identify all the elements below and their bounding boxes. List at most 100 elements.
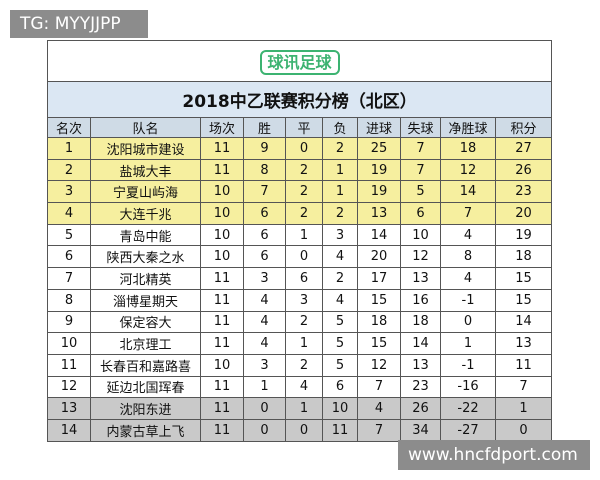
cell: 10 [200, 245, 244, 269]
table-row: 1 沈阳城市建设 11 9 0 2 25 7 18 27 [47, 137, 553, 160]
header-cell: 场次 [200, 117, 244, 138]
cell: 7 [357, 418, 401, 442]
cell: 1 [285, 223, 323, 247]
cell: 1 [440, 332, 496, 355]
cell: 19 [494, 223, 553, 247]
cell: -27 [440, 418, 496, 442]
cell: 2 [285, 353, 323, 377]
header-cell: 失球 [400, 117, 441, 138]
cell: 1 [494, 397, 553, 420]
cell: 13 [357, 202, 401, 225]
cell: 8 [243, 158, 286, 182]
cell: 10 [47, 332, 91, 355]
cell: 7 [440, 202, 496, 225]
table-body: 1 沈阳城市建设 11 9 0 2 25 7 18 27 2 盐城大丰 11 8 2 1 19 7 12 26 3 宁夏山… [47, 137, 553, 442]
cell: 2 [322, 137, 358, 160]
cell: 4 [440, 223, 496, 247]
cell: 10 [200, 180, 244, 204]
table-row: 7 河北精英 11 3 6 2 17 13 4 15 [47, 267, 553, 290]
cell: 青岛中能 [90, 223, 201, 247]
table-row: 3 宁夏山屿海 10 7 2 1 19 5 14 23 [47, 180, 553, 204]
cell: 北京理工 [90, 332, 201, 355]
cell: 4 [322, 288, 358, 312]
cell: 15 [357, 288, 401, 312]
cell: 16 [400, 288, 441, 312]
cell: 6 [243, 223, 286, 247]
table-row: 4 大连千兆 10 6 2 2 13 6 7 20 [47, 202, 553, 225]
cell: 15 [357, 332, 401, 355]
cell: 2 [285, 158, 323, 182]
cell: 17 [357, 267, 401, 290]
watermark: TG: MYYJJPP [10, 10, 148, 38]
cell: 7 [243, 180, 286, 204]
cell: 26 [494, 158, 553, 182]
title: 2018中乙联赛积分榜（北区） [46, 81, 553, 118]
cell: 20 [357, 245, 401, 269]
cell: 11 [200, 310, 244, 334]
cell: 5 [322, 353, 358, 377]
cell: 13 [400, 267, 441, 290]
cell: 5 [400, 180, 441, 204]
cell: 3 [243, 353, 286, 377]
cell: 14 [494, 310, 553, 334]
cell: 4 [243, 288, 286, 312]
cell: 4 [357, 397, 401, 420]
cell: 6 [47, 245, 91, 269]
cell: 9 [47, 310, 91, 334]
cell: 12 [357, 353, 401, 377]
logo-cell: 球讯足球 [46, 40, 553, 82]
cell: 7 [357, 375, 401, 399]
cell: 淄博星期天 [90, 288, 201, 312]
cell: 18 [440, 137, 496, 160]
cell: 8 [47, 288, 91, 312]
cell: 14 [440, 180, 496, 204]
cell: 9 [243, 137, 286, 160]
cell: 27 [494, 137, 553, 160]
cell: 12 [400, 245, 441, 269]
header-cell: 胜 [243, 117, 286, 138]
cell: 2 [285, 202, 323, 225]
cell: 10 [200, 353, 244, 377]
cell: 沈阳城市建设 [90, 137, 201, 160]
cell: -22 [440, 397, 496, 420]
cell: -1 [440, 353, 496, 377]
cell: 6 [243, 202, 286, 225]
table-row: 5 青岛中能 10 6 1 3 14 10 4 19 [47, 223, 553, 247]
cell: 15 [494, 288, 553, 312]
cell: 25 [357, 137, 401, 160]
cell: 14 [47, 418, 91, 442]
cell: 18 [357, 310, 401, 334]
cell: 11 [200, 267, 244, 290]
cell: 1 [47, 137, 91, 160]
cell: 0 [285, 137, 323, 160]
cell: 2 [285, 310, 323, 334]
cell: 11 [200, 418, 244, 442]
table-row: 13 沈阳东进 11 0 1 10 4 26 -22 1 [47, 397, 553, 420]
cell: 10 [200, 202, 244, 225]
cell: 5 [47, 223, 91, 247]
cell: -16 [440, 375, 496, 399]
cell: 1 [322, 158, 358, 182]
cell: 河北精英 [90, 267, 201, 290]
cell: 23 [400, 375, 441, 399]
cell: 26 [400, 397, 441, 420]
cell: 11 [47, 353, 91, 377]
cell: 0 [285, 418, 323, 442]
cell: 0 [494, 418, 553, 442]
cell: 7 [400, 137, 441, 160]
cell: 6 [285, 267, 323, 290]
cell: 2 [285, 180, 323, 204]
cell: 4 [285, 375, 323, 399]
cell: 18 [494, 245, 553, 269]
header-cell: 积分 [494, 117, 553, 138]
cell: 1 [322, 180, 358, 204]
cell: 延边北国珲春 [90, 375, 201, 399]
table-row: 6 陕西大秦之水 10 6 0 4 20 12 8 18 [47, 245, 553, 269]
cell: 13 [47, 397, 91, 420]
cell: 0 [243, 418, 286, 442]
header-cell: 进球 [357, 117, 401, 138]
cell: 内蒙古草上飞 [90, 418, 201, 442]
cell: 4 [47, 202, 91, 225]
cell: 3 [243, 267, 286, 290]
